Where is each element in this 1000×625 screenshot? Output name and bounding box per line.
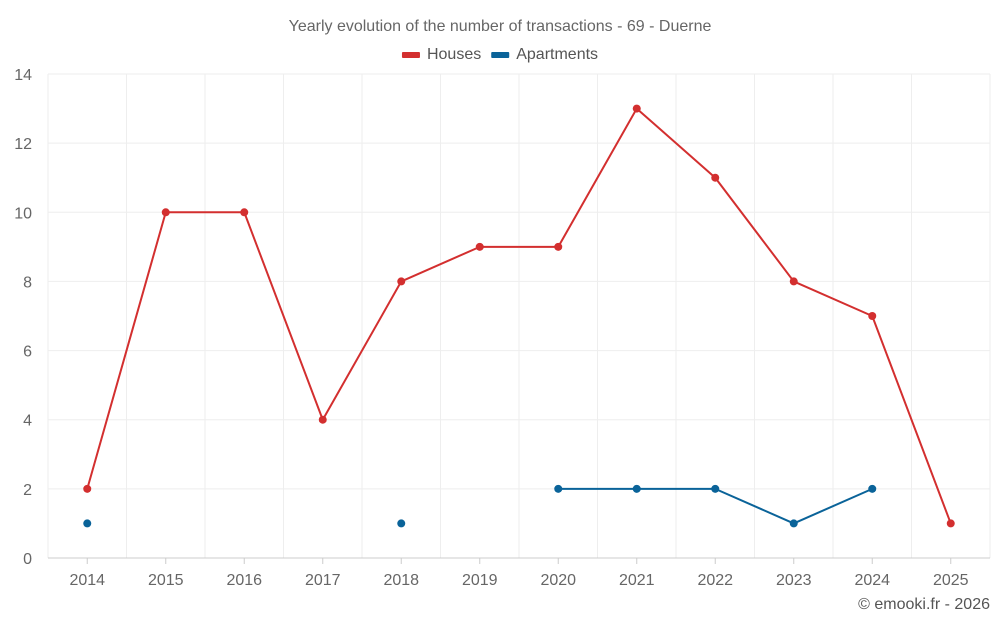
data-point-houses[interactable] xyxy=(240,208,249,217)
data-point-houses[interactable] xyxy=(397,277,406,286)
y-tick-label: 2 xyxy=(23,482,32,499)
legend-swatch xyxy=(491,52,510,58)
data-point-houses[interactable] xyxy=(475,242,484,251)
data-point-houses[interactable] xyxy=(868,312,877,320)
data-point-houses[interactable] xyxy=(83,484,92,493)
x-tick-label: 2016 xyxy=(226,572,262,589)
y-tick-label: 14 xyxy=(14,67,32,84)
x-tick-label: 2017 xyxy=(305,572,341,589)
data-point-apartments[interactable] xyxy=(868,484,877,493)
series-layer xyxy=(83,104,955,528)
x-tick-label: 2019 xyxy=(462,572,498,589)
credit-text: © emooki.fr - 2026 xyxy=(858,596,990,613)
x-tick-label: 2025 xyxy=(933,572,969,589)
legend-item-houses[interactable]: Houses xyxy=(401,46,481,63)
x-tick-label: 2023 xyxy=(776,572,812,589)
series-line-apartments xyxy=(558,487,873,525)
data-point-apartments[interactable] xyxy=(83,519,92,528)
data-point-apartments[interactable] xyxy=(711,484,720,493)
y-tick-label: 6 xyxy=(23,344,32,361)
chart-title: Yearly evolution of the number of transa… xyxy=(289,18,712,35)
axes: 0 2 4 6 8 10 12 14 2014 2015 2016 2017 2018 2019 2020 2… xyxy=(14,67,990,589)
data-point-houses[interactable] xyxy=(318,415,327,424)
y-tick-label: 4 xyxy=(23,413,32,430)
legend-item-apartments[interactable]: Apartments xyxy=(491,46,598,63)
legend-label: Houses xyxy=(427,46,481,63)
x-tick-label: 2021 xyxy=(619,572,655,589)
data-point-houses[interactable] xyxy=(161,208,170,217)
gridlines xyxy=(47,73,991,558)
series-apartments xyxy=(83,484,877,528)
legend-label: Apartments xyxy=(516,46,598,63)
data-point-houses[interactable] xyxy=(946,519,955,528)
data-point-houses[interactable] xyxy=(632,104,641,113)
x-tick-label: 2024 xyxy=(854,572,890,589)
data-point-apartments[interactable] xyxy=(397,519,406,528)
data-point-apartments[interactable] xyxy=(554,484,563,493)
data-point-apartments[interactable] xyxy=(789,519,798,528)
legend-swatch xyxy=(401,52,420,58)
data-point-houses[interactable] xyxy=(711,173,720,182)
x-tick-label: 2020 xyxy=(540,572,576,589)
y-tick-label: 12 xyxy=(14,136,32,153)
y-tick-label: 0 xyxy=(23,551,32,568)
y-tick-label: 8 xyxy=(23,274,32,291)
x-tick-label: 2018 xyxy=(383,572,419,589)
x-tick-label: 2022 xyxy=(697,572,733,589)
x-tick-label: 2015 xyxy=(148,572,184,589)
data-point-houses[interactable] xyxy=(789,277,798,286)
series-line-houses xyxy=(86,107,952,524)
x-tick-label: 2014 xyxy=(69,572,105,589)
data-point-houses[interactable] xyxy=(554,242,563,251)
legend: Houses Apartments xyxy=(401,46,598,63)
series-houses xyxy=(83,104,955,528)
data-point-apartments[interactable] xyxy=(632,484,641,493)
y-tick-label: 10 xyxy=(14,205,32,222)
